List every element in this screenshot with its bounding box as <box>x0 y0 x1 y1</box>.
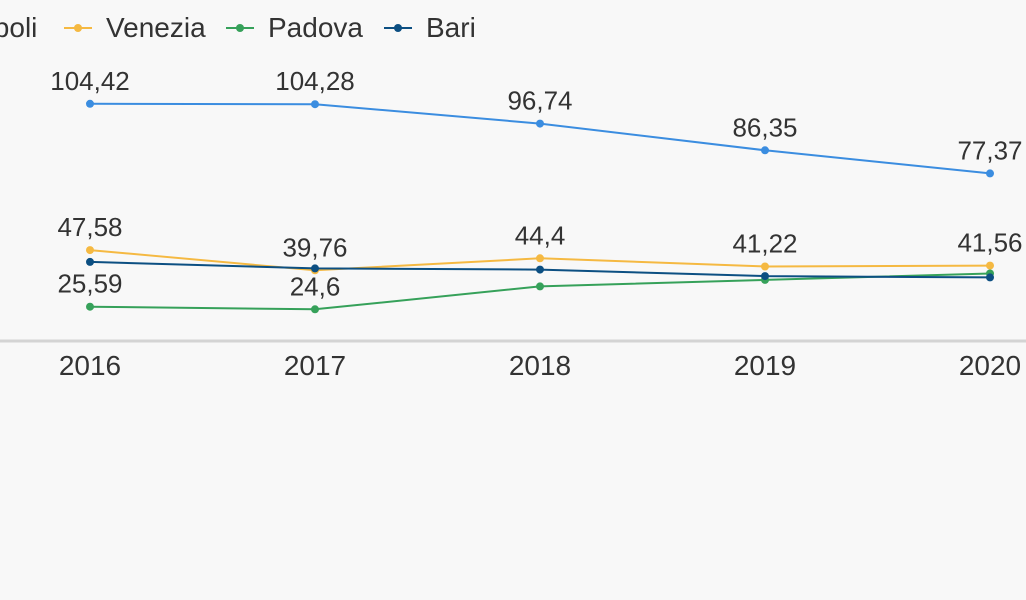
data-point[interactable] <box>986 169 994 178</box>
data-point[interactable] <box>761 146 769 155</box>
x-tick-label: 2018 <box>509 350 571 381</box>
data-point[interactable] <box>986 273 994 282</box>
x-tick-label: 2019 <box>734 350 796 381</box>
x-tick-label: 2020 <box>959 350 1021 381</box>
data-point[interactable] <box>986 261 994 270</box>
data-point[interactable] <box>536 265 544 274</box>
legend-swatch-dot <box>74 24 82 32</box>
data-point[interactable] <box>86 246 94 255</box>
data-label: 44,4 <box>515 220 566 250</box>
legend-label: Bari <box>426 12 476 43</box>
series-bari <box>86 257 994 282</box>
x-tick-label: 2016 <box>59 350 121 381</box>
data-label: 86,35 <box>732 112 797 142</box>
legend[interactable]: Napoli Venezia Padova Bari <box>0 12 476 43</box>
legend-label: Padova <box>268 12 363 43</box>
x-axis-tick-labels: 2016 2017 2018 2019 2020 <box>59 350 1021 381</box>
data-label: 96,74 <box>507 86 572 116</box>
data-point[interactable] <box>536 254 544 263</box>
data-point[interactable] <box>536 119 544 128</box>
x-tick-label: 2017 <box>284 350 346 381</box>
data-point[interactable] <box>86 99 94 108</box>
data-label: 41,56 <box>957 228 1022 258</box>
legend-item-padova[interactable]: Padova <box>226 12 363 43</box>
data-point[interactable] <box>311 100 319 109</box>
data-label: 39,76 <box>282 232 347 262</box>
data-label: 41,22 <box>732 229 797 259</box>
data-labels: 104,42 104,28 96,74 86,35 77,37 47,58 39,76 44,… <box>50 66 1022 301</box>
legend-item-venezia[interactable]: Venezia <box>64 12 206 43</box>
legend-item-bari[interactable]: Bari <box>384 12 476 43</box>
legend-label: Napoli <box>0 12 37 43</box>
data-label: 104,42 <box>50 66 130 96</box>
data-point[interactable] <box>311 305 319 314</box>
data-label: 24,6 <box>290 271 341 301</box>
data-label: 77,37 <box>957 135 1022 165</box>
data-point[interactable] <box>761 262 769 271</box>
legend-label: Venezia <box>106 12 206 43</box>
series-line <box>89 272 991 311</box>
data-point[interactable] <box>86 302 94 311</box>
series-napoli <box>86 99 994 178</box>
data-label: 25,59 <box>57 269 122 299</box>
data-label: 47,58 <box>57 212 122 242</box>
legend-swatch-dot <box>236 24 244 32</box>
data-label: 104,28 <box>275 66 355 96</box>
data-point[interactable] <box>311 264 319 273</box>
series-lines <box>86 99 994 314</box>
legend-swatch-dot <box>394 24 402 32</box>
legend-item-napoli[interactable]: Napoli <box>0 12 37 43</box>
data-point[interactable] <box>761 272 769 281</box>
data-point[interactable] <box>86 257 94 266</box>
series-venezia <box>86 246 994 275</box>
data-point[interactable] <box>536 282 544 291</box>
